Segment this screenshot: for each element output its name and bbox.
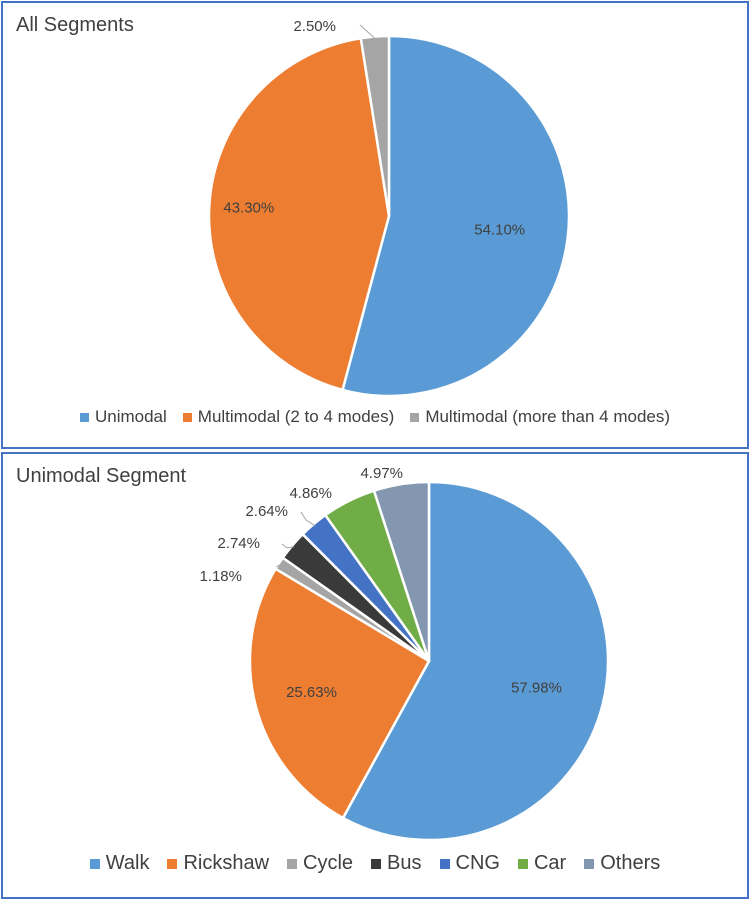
legend-swatch	[182, 412, 192, 422]
legend-label: Bus	[387, 852, 422, 874]
legend-item-others: Others	[584, 852, 660, 875]
chart-panel-all-segments: All Segments 54.10% 43.30% 2.50% Unimodal M…	[1, 1, 749, 449]
chart-panel-unimodal-segment: Unimodal Segment 57.98% 25.63% 1.18% 2.74% 2…	[1, 452, 749, 899]
legend-swatch	[410, 412, 420, 422]
legend-item-multimodal-2-to-4-modes: Multimodal (2 to 4 modes)	[182, 407, 395, 427]
legend-item-bus: Bus	[371, 852, 422, 875]
pie-slice-rickshaw	[248, 567, 431, 820]
data-label-rickshaw: 25.63%	[286, 684, 337, 701]
chart-title: All Segments	[16, 14, 134, 36]
legend-label: Cycle	[303, 852, 354, 874]
legend-swatch	[584, 858, 595, 869]
legend-label: Multimodal (more than 4 modes)	[425, 407, 671, 426]
data-label-walk: 57.98%	[511, 679, 562, 696]
pie-slice-others	[372, 480, 431, 663]
leader-line-multimodal-more-than-4-modes	[359, 24, 376, 39]
legend-swatch	[517, 858, 528, 869]
chart-title: Unimodal Segment	[16, 465, 187, 487]
legend-item-cng: CNG	[439, 852, 500, 875]
legend-label: Unimodal	[94, 407, 167, 426]
data-label-multimodal-2-to-4-modes: 43.30%	[223, 200, 274, 217]
pie-slice-multimodal-2-to-4-modes	[207, 36, 391, 392]
legend-swatch	[287, 858, 298, 869]
data-label-others: 4.97%	[360, 465, 403, 482]
legend-label: CNG	[455, 852, 500, 874]
data-label-bus: 2.74%	[217, 535, 260, 552]
legend-label: Others	[600, 852, 661, 874]
legend-label: Walk	[105, 852, 150, 874]
chart-legend: Unimodal Multimodal (2 to 4 modes) Multimo…	[3, 407, 747, 427]
legend-item-multimodal-more-than-4-modes: Multimodal (more than 4 modes)	[410, 407, 670, 427]
chart-legend: Walk Rickshaw Cycle Bus CNG Car Others	[3, 852, 747, 875]
pie-slice-unimodal	[341, 34, 571, 398]
legend-swatch	[89, 858, 100, 869]
pie-chart-unimodal-segment: 57.98% 25.63% 1.18% 2.74% 2.64%4.86% 4.97%	[199, 465, 610, 842]
legend-swatch	[167, 858, 178, 869]
legend-item-car: Car	[517, 852, 567, 875]
pie-slice-walk	[341, 480, 610, 842]
legend-label: Car	[533, 852, 567, 874]
legend-swatch	[79, 412, 89, 422]
legend-swatch	[371, 858, 382, 869]
data-label-cycle: 1.18%	[199, 568, 242, 585]
data-label-unimodal: 54.10%	[474, 221, 525, 238]
data-label-cng: 2.64%	[245, 503, 288, 520]
pie-chart-all-segments: 54.10% 43.30% 2.50%	[207, 18, 571, 398]
legend-label: Rickshaw	[183, 852, 270, 874]
data-label-multimodal-more-than-4-modes: 2.50%	[293, 18, 336, 35]
leader-line-cng	[300, 511, 316, 527]
legend-item-rickshaw: Rickshaw	[167, 852, 269, 875]
pie-slice-multimodal-more-than-4-modes	[359, 34, 391, 218]
legend-label: Multimodal (2 to 4 modes)	[197, 407, 395, 426]
legend-item-walk: Walk	[89, 852, 150, 875]
legend-item-unimodal: Unimodal	[79, 407, 167, 427]
legend-item-cycle: Cycle	[287, 852, 353, 875]
leader-line-cycle	[275, 563, 282, 568]
legend-swatch	[439, 858, 450, 869]
leader-line-bus	[281, 543, 294, 549]
data-label-car: 4.86%	[289, 485, 332, 502]
